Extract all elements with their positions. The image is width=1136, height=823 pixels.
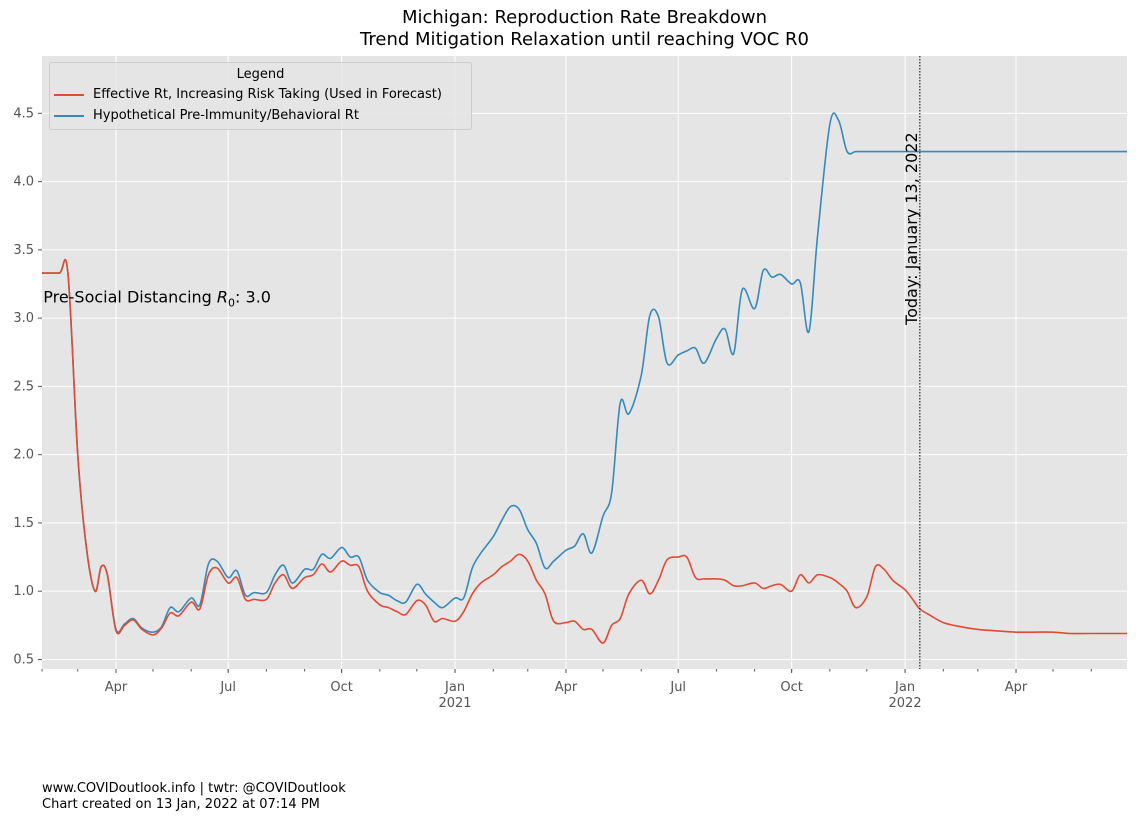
x-tick-label: Jul [219, 680, 236, 695]
legend-swatch-pre-immunity-rt [54, 115, 84, 117]
y-tick-label: 1.5 [13, 516, 34, 531]
pre-social-distancing-annotation: Pre-Social Distancing R0: 3.0 [43, 288, 271, 310]
footer-created-date: Chart created on 13 Jan, 2022 at 07:14 P… [42, 797, 320, 812]
y-tick-label: 1.0 [13, 584, 34, 599]
x-tick-label: Jan [894, 680, 915, 695]
x-tick-label: Apr [1005, 680, 1028, 695]
chart-subtitle: Trend Mitigation Relaxation until reachi… [360, 29, 809, 50]
legend: Legend Effective Rt, Increasing Risk Tak… [49, 62, 472, 130]
x-tick-label: Apr [555, 680, 578, 695]
y-tick-label: 2.5 [13, 379, 34, 394]
legend-title: Legend [236, 67, 285, 82]
x-tick-label: Apr [105, 680, 128, 695]
y-tick-label: 4.0 [13, 175, 34, 190]
y-tick-label: 2.0 [13, 448, 34, 463]
series-line-pre-immunity-rt [41, 112, 1127, 634]
y-tick-label: 3.5 [13, 243, 34, 258]
legend-swatch-effective-rt [54, 94, 84, 96]
x-tick-year-label: 2022 [889, 696, 922, 711]
x-tick-label: Oct [330, 680, 352, 695]
legend-label-effective-rt: Effective Rt, Increasing Risk Taking (Us… [93, 87, 442, 102]
x-tick-label: Jul [669, 680, 686, 695]
x-tick-year-label: 2021 [438, 696, 471, 711]
y-tick-label: 4.5 [13, 106, 34, 121]
series-line-effective-rt [41, 258, 1127, 644]
footer-credit: www.COVIDoutlook.info | twtr: @COVIDoutl… [42, 781, 346, 796]
y-tick-label: 3.0 [13, 311, 34, 326]
plot-background [42, 56, 1127, 669]
x-tick-label: Jan [444, 680, 465, 695]
y-tick-label: 0.5 [13, 652, 34, 667]
chart-title: Michigan: Reproduction Rate Breakdown [401, 7, 768, 28]
x-tick-label: Oct [780, 680, 802, 695]
legend-label-pre-immunity-rt: Hypothetical Pre-Immunity/Behavioral Rt [93, 108, 359, 123]
today-marker-label: Today: January 13, 2022 [902, 132, 921, 326]
